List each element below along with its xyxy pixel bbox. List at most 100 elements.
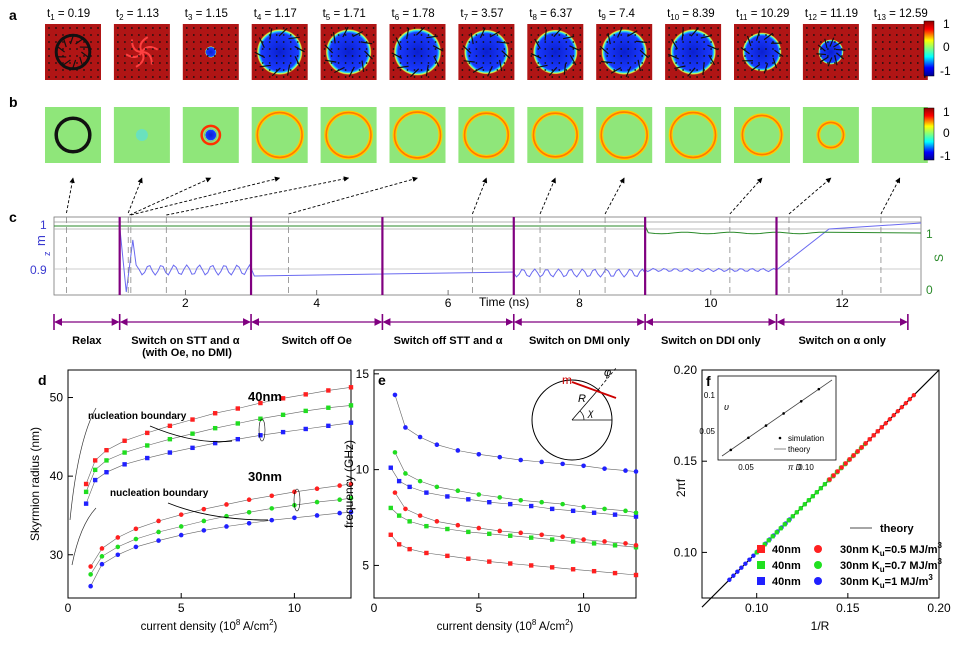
time-label-3-part-0: t <box>185 8 189 20</box>
moment-dot <box>441 76 444 78</box>
d-point-0-8 <box>235 406 240 411</box>
moment-dot <box>558 76 561 78</box>
e-point-3-12 <box>623 468 628 473</box>
moment-dot <box>689 62 691 64</box>
moment-dot <box>848 34 850 36</box>
moment-dot <box>648 62 651 64</box>
moment-dot <box>461 69 464 71</box>
time-label-9-part-2: = 7.4 <box>606 8 636 20</box>
moment-dot <box>786 55 788 57</box>
time-label-12: t12 = 11.19 <box>805 8 858 22</box>
moment-dot <box>510 27 513 29</box>
moment-arrow <box>544 29 547 41</box>
moment-dot <box>192 62 195 64</box>
moment-dot <box>482 48 485 50</box>
moment-dot <box>199 34 202 36</box>
moment-dot <box>558 69 561 71</box>
moment-dot <box>909 34 912 36</box>
moment-dot <box>848 62 850 64</box>
d-point-1-2 <box>104 458 109 463</box>
moment-arrow <box>763 63 769 74</box>
moment-dot <box>737 27 739 29</box>
moment-dot <box>138 48 140 50</box>
f-legend-left-0: 40nm <box>772 544 801 556</box>
moment-dot <box>489 34 492 36</box>
e-inset-chi: χ <box>587 408 594 419</box>
moment-dot <box>916 69 919 71</box>
moment-dot <box>668 34 670 36</box>
d-point-4-8 <box>246 510 252 515</box>
moment-dot <box>751 34 753 36</box>
moment-arrow <box>61 59 71 67</box>
moment-dot <box>848 55 850 57</box>
moment-dot <box>544 27 547 29</box>
moment-dot <box>806 34 808 36</box>
moment-dot <box>372 34 375 36</box>
moment-dot <box>874 55 877 57</box>
time-label-10: t10 = 8.39 <box>667 8 715 22</box>
moment-dot <box>572 48 575 50</box>
moment-dot <box>888 62 891 64</box>
moment-arrow <box>62 37 67 48</box>
moment-dot <box>323 48 326 50</box>
moment-dot <box>717 76 719 78</box>
moment-dot <box>827 27 829 29</box>
moment-dot <box>296 69 299 71</box>
moment-dot <box>675 55 677 57</box>
d-point-1-12 <box>326 405 331 410</box>
e-point-3-7 <box>518 457 524 463</box>
moment-dot <box>206 41 209 43</box>
moment-dot <box>372 41 375 43</box>
moment-dot <box>737 69 739 71</box>
moment-dot <box>779 55 781 57</box>
moment-dot <box>475 27 478 29</box>
moment-dot <box>220 69 223 71</box>
moment-dot <box>881 55 884 57</box>
moment-dot <box>916 27 919 29</box>
moment-dot <box>786 27 788 29</box>
f-point <box>810 494 815 499</box>
moment-dot <box>813 48 815 50</box>
e-point-5-1 <box>403 506 408 512</box>
moment-dot <box>834 62 836 64</box>
moment-dot <box>192 41 195 43</box>
moment-dot <box>145 48 147 50</box>
f-point <box>899 405 905 410</box>
moment-dot <box>530 55 533 57</box>
e-inset-m-arrow <box>571 381 617 399</box>
moment-dot <box>145 62 147 64</box>
moment-dot <box>55 34 57 36</box>
moment-dot <box>641 48 644 50</box>
moment-dot <box>668 48 670 50</box>
moment-dot <box>841 69 843 71</box>
colorbar-a-mid: 0 <box>943 40 950 54</box>
moment-dot <box>275 62 278 64</box>
moment-dot <box>296 27 299 29</box>
snapshot-a-6 <box>389 24 446 80</box>
f-point <box>871 433 876 438</box>
moment-dot <box>199 27 202 29</box>
f-legend-right-1: 30nm Ku=0.7 MJ/m3 <box>840 557 943 574</box>
e-point-0-3 <box>424 490 429 495</box>
moment-dot <box>268 55 271 57</box>
d-point-1-8 <box>235 421 240 426</box>
moment-dot <box>392 34 395 36</box>
e-point-4-5 <box>476 492 482 497</box>
moment-dot <box>599 69 602 71</box>
moment-dot <box>330 55 333 57</box>
moment-dot <box>572 27 575 29</box>
moment-dot <box>468 41 471 43</box>
e-xlabel-part-3: 2 <box>565 618 570 627</box>
moment-dot <box>261 76 264 78</box>
moment-dot <box>420 27 423 29</box>
moment-dot <box>827 76 829 78</box>
moment-dot <box>199 62 202 64</box>
moment-arrow <box>364 50 373 60</box>
moment-arrow <box>71 59 77 70</box>
moment-dot <box>489 55 492 57</box>
moment-dot <box>152 76 154 78</box>
f-legend-circle-2 <box>814 577 822 585</box>
e-series-line-2 <box>390 534 637 576</box>
moment-dot <box>62 62 64 64</box>
moment-arrow <box>548 66 558 77</box>
